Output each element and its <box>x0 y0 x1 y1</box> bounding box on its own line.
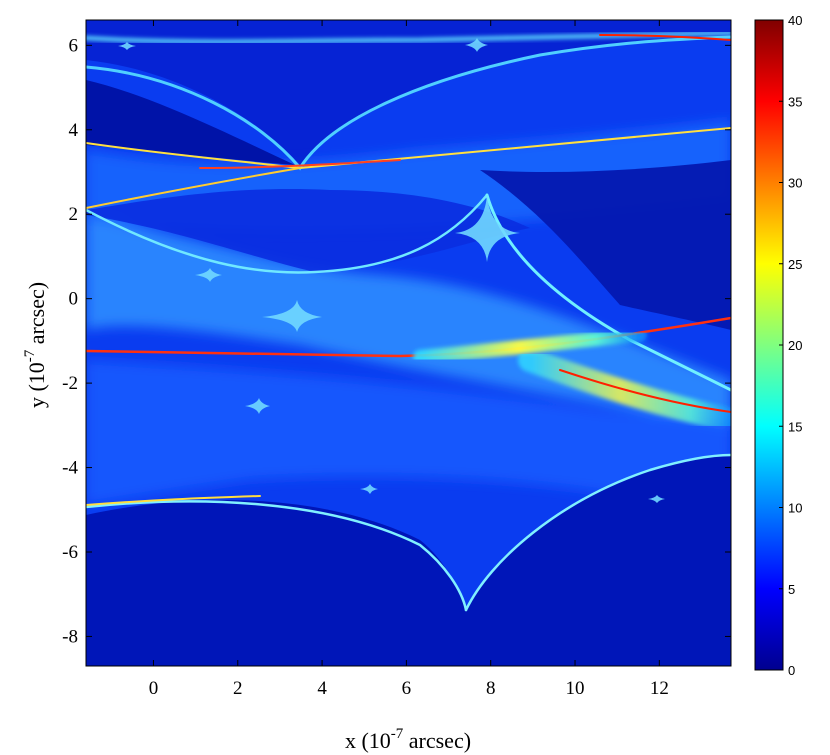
colorbar <box>754 19 784 671</box>
plot-area <box>86 20 731 666</box>
x-tick-label: 4 <box>317 678 327 699</box>
colorbar-tick-label: 5 <box>788 582 795 597</box>
y-tick-label: -4 <box>62 458 78 479</box>
colorbar-tick-label: 40 <box>788 13 802 28</box>
y-tick-label: 4 <box>69 120 79 141</box>
y-tick-label: -8 <box>62 626 78 647</box>
x-tick-label: 6 <box>402 678 412 699</box>
x-tick-label: 0 <box>149 678 159 699</box>
colorbar-tick-label: 25 <box>788 257 802 272</box>
colorbar-tick-label: 15 <box>788 419 802 434</box>
small-caustics <box>118 38 665 503</box>
x-tick-label: 8 <box>486 678 496 699</box>
plot-frame <box>85 19 732 667</box>
y-tick-label: 6 <box>69 35 79 56</box>
colorbar-tick-label: 35 <box>788 94 802 109</box>
y-axis: -8 -6 -4 -2 0 2 4 6 <box>62 35 731 647</box>
colorbar-tick-label: 30 <box>788 176 802 191</box>
y-tick-label: -2 <box>62 373 78 394</box>
caustic-lines <box>86 31 731 612</box>
x-axis-label: x (10-7 arcsec) <box>345 726 471 753</box>
colorbar-axis: 0 5 10 15 20 25 30 35 40 <box>779 13 802 678</box>
colorbar-tick-label: 10 <box>788 501 802 516</box>
colorbar-tick-label: 20 <box>788 338 802 353</box>
x-tick-label: 2 <box>233 678 243 699</box>
y-tick-label: 0 <box>69 289 79 310</box>
y-tick-label: -6 <box>62 542 78 563</box>
x-tick-label: 10 <box>566 678 585 699</box>
colorbar-tick-label: 0 <box>788 663 795 678</box>
y-tick-label: 2 <box>69 204 79 225</box>
x-tick-label: 12 <box>650 678 669 699</box>
y-axis-label: y (10-7 arcsec) <box>22 282 49 408</box>
x-axis: 0 2 4 6 8 10 12 <box>149 20 669 699</box>
